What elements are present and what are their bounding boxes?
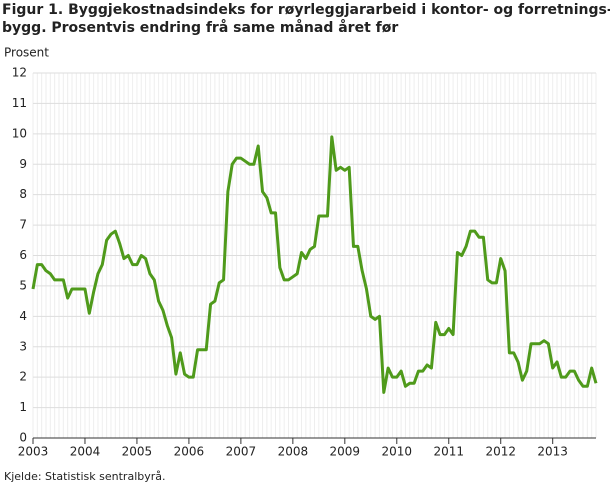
x-tick-label: 2012 bbox=[485, 445, 516, 459]
x-tick-label: 2003 bbox=[18, 445, 49, 459]
y-tick-label: 3 bbox=[19, 339, 27, 353]
y-tick-label: 7 bbox=[19, 218, 27, 232]
x-tick-label: 2009 bbox=[330, 445, 361, 459]
y-tick-label: 6 bbox=[19, 248, 27, 262]
data-line bbox=[31, 135, 598, 394]
y-tick-label: 9 bbox=[19, 157, 27, 171]
x-tick-label: 2008 bbox=[278, 445, 309, 459]
x-tick-label: 2006 bbox=[174, 445, 205, 459]
x-tick-label: 2011 bbox=[433, 445, 464, 459]
x-tick-label: 2005 bbox=[122, 445, 153, 459]
y-axis-label: Prosent bbox=[4, 46, 49, 60]
x-tick-label: 2007 bbox=[226, 445, 257, 459]
x-tick-label: 2010 bbox=[382, 445, 413, 459]
y-tick-label: 0 bbox=[19, 431, 27, 445]
chart-title: bygg. Prosentvis endring frå same månad … bbox=[2, 19, 398, 36]
source: Kjelde: Statistisk sentralbyrå. bbox=[4, 470, 166, 483]
y-tick-label: 5 bbox=[19, 278, 27, 292]
y-tick-label: 4 bbox=[19, 309, 27, 323]
x-tick-label: 2004 bbox=[70, 445, 101, 459]
y-tick-label: 12 bbox=[12, 66, 27, 80]
x-tick-label: 2013 bbox=[537, 445, 568, 459]
y-tick-label: 1 bbox=[19, 400, 27, 414]
y-tick-label: 8 bbox=[19, 187, 27, 201]
y-tick-label: 11 bbox=[12, 96, 27, 110]
y-tick-label: 10 bbox=[12, 126, 27, 140]
y-tick-label: 2 bbox=[19, 370, 27, 384]
chart-title: Figur 1. Byggjekostnadsindeks for røyrle… bbox=[2, 2, 610, 18]
